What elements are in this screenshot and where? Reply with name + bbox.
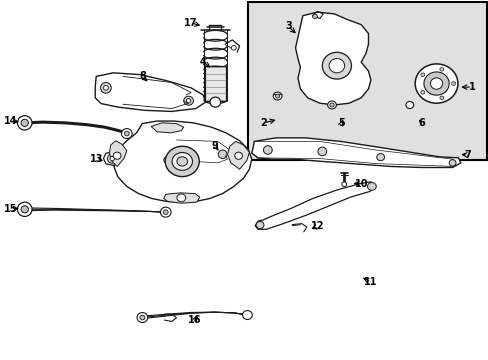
Ellipse shape xyxy=(439,67,443,71)
Text: 2: 2 xyxy=(260,118,267,128)
Text: 16: 16 xyxy=(188,315,201,325)
Text: 11: 11 xyxy=(364,277,377,287)
Ellipse shape xyxy=(163,210,168,215)
Text: 9: 9 xyxy=(211,141,218,151)
Polygon shape xyxy=(103,150,174,169)
Polygon shape xyxy=(295,12,370,105)
Ellipse shape xyxy=(140,315,144,320)
Ellipse shape xyxy=(234,152,242,159)
Polygon shape xyxy=(255,182,374,229)
Ellipse shape xyxy=(165,146,199,177)
Ellipse shape xyxy=(18,116,32,130)
Ellipse shape xyxy=(21,206,28,213)
Bar xyxy=(248,2,486,160)
Text: 14: 14 xyxy=(4,116,18,126)
Text: 10: 10 xyxy=(354,179,367,189)
Polygon shape xyxy=(227,141,249,169)
Ellipse shape xyxy=(172,153,192,170)
Ellipse shape xyxy=(177,147,185,155)
Text: 12: 12 xyxy=(310,221,324,231)
Text: 6: 6 xyxy=(418,118,425,128)
Ellipse shape xyxy=(231,45,236,50)
Ellipse shape xyxy=(101,82,111,93)
Polygon shape xyxy=(114,121,251,202)
Text: 7: 7 xyxy=(464,150,470,160)
Ellipse shape xyxy=(113,152,121,159)
Polygon shape xyxy=(163,193,200,203)
Ellipse shape xyxy=(183,96,193,105)
Ellipse shape xyxy=(163,157,171,163)
Bar xyxy=(204,66,225,102)
Ellipse shape xyxy=(218,150,226,158)
Ellipse shape xyxy=(186,99,190,103)
Ellipse shape xyxy=(329,103,333,107)
Ellipse shape xyxy=(107,154,117,163)
Ellipse shape xyxy=(177,157,187,166)
Text: 8: 8 xyxy=(139,71,145,81)
Ellipse shape xyxy=(317,147,326,156)
Text: 17: 17 xyxy=(184,18,197,28)
Text: 1: 1 xyxy=(468,82,474,92)
Ellipse shape xyxy=(328,59,344,73)
Ellipse shape xyxy=(273,92,282,100)
Text: 5: 5 xyxy=(338,118,345,128)
Ellipse shape xyxy=(209,97,220,107)
Polygon shape xyxy=(251,138,460,167)
Ellipse shape xyxy=(451,82,455,85)
Text: 4: 4 xyxy=(200,57,206,67)
Polygon shape xyxy=(95,73,205,111)
Ellipse shape xyxy=(341,182,346,186)
Ellipse shape xyxy=(429,78,442,89)
Ellipse shape xyxy=(312,14,317,18)
Ellipse shape xyxy=(103,86,108,90)
Ellipse shape xyxy=(376,154,384,161)
Ellipse shape xyxy=(21,119,28,126)
Ellipse shape xyxy=(420,91,424,94)
Ellipse shape xyxy=(275,94,279,98)
Ellipse shape xyxy=(322,52,351,79)
Ellipse shape xyxy=(367,183,375,190)
Ellipse shape xyxy=(110,157,114,161)
Ellipse shape xyxy=(177,194,185,202)
Ellipse shape xyxy=(327,101,336,109)
Text: 15: 15 xyxy=(4,203,18,213)
Ellipse shape xyxy=(124,131,129,136)
Ellipse shape xyxy=(263,146,272,154)
Polygon shape xyxy=(151,123,183,133)
Ellipse shape xyxy=(423,72,448,95)
Ellipse shape xyxy=(448,159,455,166)
Ellipse shape xyxy=(242,311,252,319)
Ellipse shape xyxy=(121,129,132,139)
Ellipse shape xyxy=(18,202,32,216)
Ellipse shape xyxy=(137,312,147,323)
Polygon shape xyxy=(109,141,126,166)
Ellipse shape xyxy=(160,207,171,217)
Ellipse shape xyxy=(420,73,424,77)
Ellipse shape xyxy=(439,96,443,100)
Text: 3: 3 xyxy=(285,21,291,31)
Polygon shape xyxy=(166,137,234,166)
Ellipse shape xyxy=(405,102,413,109)
Text: 13: 13 xyxy=(89,154,103,164)
Ellipse shape xyxy=(414,64,457,103)
Ellipse shape xyxy=(256,221,264,229)
